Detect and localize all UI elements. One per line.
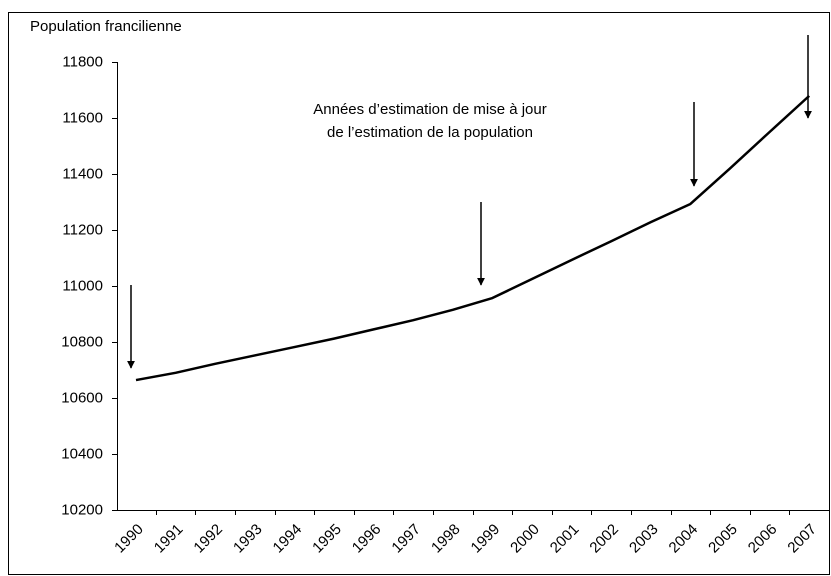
x-tick-label: 1996 bbox=[349, 521, 385, 557]
y-tick-label: 11600 bbox=[62, 109, 103, 126]
y-tick-label: 11800 bbox=[62, 53, 103, 70]
x-tick-label: 2005 bbox=[705, 521, 741, 557]
y-tick-label: 11000 bbox=[62, 277, 103, 294]
x-tick-label: 2004 bbox=[666, 521, 702, 557]
x-tick-label: 2001 bbox=[547, 521, 583, 557]
x-tick-label: 1999 bbox=[468, 521, 504, 557]
x-tick-label: 2002 bbox=[586, 521, 622, 557]
x-tick-label: 2006 bbox=[745, 521, 781, 557]
x-tick-label: 2007 bbox=[784, 521, 820, 557]
y-tick-label: 10400 bbox=[61, 445, 103, 462]
x-tick-label: 1992 bbox=[190, 521, 226, 557]
x-tick-label: 1993 bbox=[230, 521, 266, 557]
x-tick-label: 2003 bbox=[626, 521, 662, 557]
annotation: Années d’estimation de mise à jour bbox=[313, 101, 546, 118]
x-tick-label: 1991 bbox=[151, 521, 187, 557]
frame bbox=[8, 12, 830, 575]
x-tick-label: 1997 bbox=[388, 521, 424, 557]
y-tick-label: 10600 bbox=[61, 389, 103, 406]
x-tick-label: 2000 bbox=[507, 521, 543, 557]
arrows bbox=[127, 35, 812, 369]
y-tick-label: 10200 bbox=[61, 501, 103, 518]
x-tick-label: 1994 bbox=[270, 521, 306, 557]
y-tick-label: 11400 bbox=[62, 165, 103, 182]
x-tick-label: 1998 bbox=[428, 521, 464, 557]
line bbox=[135, 94, 811, 382]
x-tick-label: 1995 bbox=[309, 521, 345, 557]
chart-title: Population francilienne bbox=[30, 18, 182, 35]
y-tick-label: 11200 bbox=[62, 221, 103, 238]
y-tick-label: 10800 bbox=[61, 333, 103, 350]
x-tick-label: 1990 bbox=[111, 521, 147, 557]
annotation: de l’estimation de la population bbox=[327, 124, 533, 141]
